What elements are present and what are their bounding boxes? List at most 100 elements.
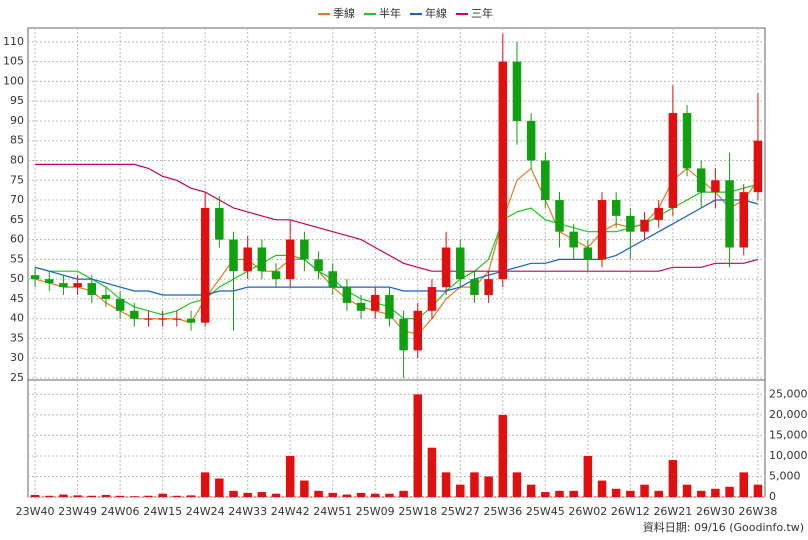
candle-body <box>541 160 550 201</box>
volume-bar <box>243 492 252 497</box>
y-tick-label: 90 <box>10 114 24 127</box>
volume-bar <box>356 492 366 497</box>
candle-body <box>753 140 763 193</box>
volume-bar <box>484 476 493 497</box>
volume-bar <box>470 472 479 497</box>
candle-body <box>257 247 267 272</box>
volume-bar <box>611 488 621 497</box>
volume-bar <box>597 480 607 497</box>
volume-bar <box>441 472 451 497</box>
candle-body <box>356 302 366 311</box>
volume-bar <box>328 492 337 497</box>
candle-body <box>611 200 621 216</box>
candle-body <box>682 113 692 169</box>
y2-tick-label: 15,000 <box>769 428 808 441</box>
volume-bar <box>229 490 238 497</box>
y-tick-label: 30 <box>10 351 24 364</box>
x-tick-label: 26W02 <box>568 505 607 518</box>
legend-label: 年線 <box>425 6 447 20</box>
candle-body <box>158 318 167 320</box>
candle-body <box>370 294 380 311</box>
candle-body <box>498 61 508 280</box>
volume-bar <box>59 494 68 497</box>
candle-body <box>725 180 734 248</box>
candle-body <box>101 294 111 299</box>
ma-line <box>34 183 759 320</box>
candle-body <box>300 239 309 260</box>
volume-bar <box>668 460 678 497</box>
volume-bar <box>172 495 182 497</box>
y-tick-label: 60 <box>10 233 24 246</box>
y-tick-label: 100 <box>3 74 24 87</box>
x-tick-label: 23W49 <box>58 505 97 518</box>
volume-bar <box>158 493 167 497</box>
volume-bar <box>541 492 550 497</box>
volume-bar <box>711 488 720 497</box>
x-tick-label: 26W12 <box>611 505 650 518</box>
y-tick-label: 110 <box>3 35 24 48</box>
y-tick-label: 85 <box>10 134 24 147</box>
candle-body <box>144 318 153 320</box>
x-tick-label: 24W15 <box>143 505 182 518</box>
volume-bar <box>200 472 210 497</box>
candle-body <box>73 283 82 288</box>
candle-body <box>427 287 437 311</box>
y-tick-label: 25 <box>10 371 24 384</box>
x-tick-label: 26W21 <box>653 505 692 518</box>
candle-body <box>512 61 522 121</box>
candle-body <box>328 271 337 288</box>
volume-bar <box>215 478 224 497</box>
volume-panel <box>27 379 766 498</box>
candle-body <box>555 200 564 232</box>
candle-body <box>172 318 182 320</box>
volume-bar <box>399 490 408 497</box>
x-tick-label: 25W45 <box>526 505 565 518</box>
candle-body <box>640 219 649 232</box>
volume-bar <box>498 414 508 497</box>
candle-body <box>200 207 210 323</box>
volume-bar <box>569 490 578 497</box>
x-tick-label: 26W30 <box>696 505 735 518</box>
y-tick-label: 80 <box>10 153 24 166</box>
volume-bar <box>300 480 309 497</box>
volume-bar <box>385 493 394 497</box>
volume-bar <box>427 447 437 497</box>
legend-label: 半年 <box>379 6 401 20</box>
volume-bar <box>144 495 153 497</box>
volume-bar <box>285 455 295 497</box>
y-tick-label: 95 <box>10 94 24 107</box>
volume-bar <box>115 495 125 497</box>
x-tick-label: 25W18 <box>398 505 437 518</box>
x-tick-label: 25W36 <box>483 505 522 518</box>
candle-body <box>711 180 720 193</box>
volume-bar <box>370 493 380 497</box>
candle-body <box>130 310 139 319</box>
legend-label: 三年 <box>471 6 493 20</box>
y-tick-label: 50 <box>10 272 24 285</box>
candle-body <box>696 168 706 193</box>
candle-body <box>569 231 578 248</box>
y-tick-label: 105 <box>3 55 24 68</box>
volume-bar <box>696 490 706 497</box>
volume-bar <box>413 394 423 497</box>
volume-bar <box>30 494 40 497</box>
volume-bar <box>626 490 635 497</box>
x-tick-label: 25W09 <box>356 505 395 518</box>
y-tick-label: 70 <box>10 193 24 206</box>
volume-bar <box>73 495 82 497</box>
candle-body <box>229 239 238 272</box>
volume-bar <box>130 496 139 497</box>
x-tick-label: 24W06 <box>101 505 140 518</box>
volume-bar <box>186 495 196 497</box>
candle-body <box>668 113 678 208</box>
volume-bar <box>512 472 522 497</box>
volume-bar <box>87 495 97 497</box>
x-tick-label: 24W42 <box>271 505 310 518</box>
candle-body <box>115 298 125 311</box>
volume-bar <box>640 484 649 497</box>
legend-label: 季線 <box>333 6 355 20</box>
footer: 資料日期: 09/16 (Goodinfo.tw) <box>643 520 804 534</box>
y2-tick-label: 20,000 <box>769 408 808 421</box>
volume-bar <box>526 484 536 497</box>
y2-tick-label: 5,000 <box>769 469 801 482</box>
